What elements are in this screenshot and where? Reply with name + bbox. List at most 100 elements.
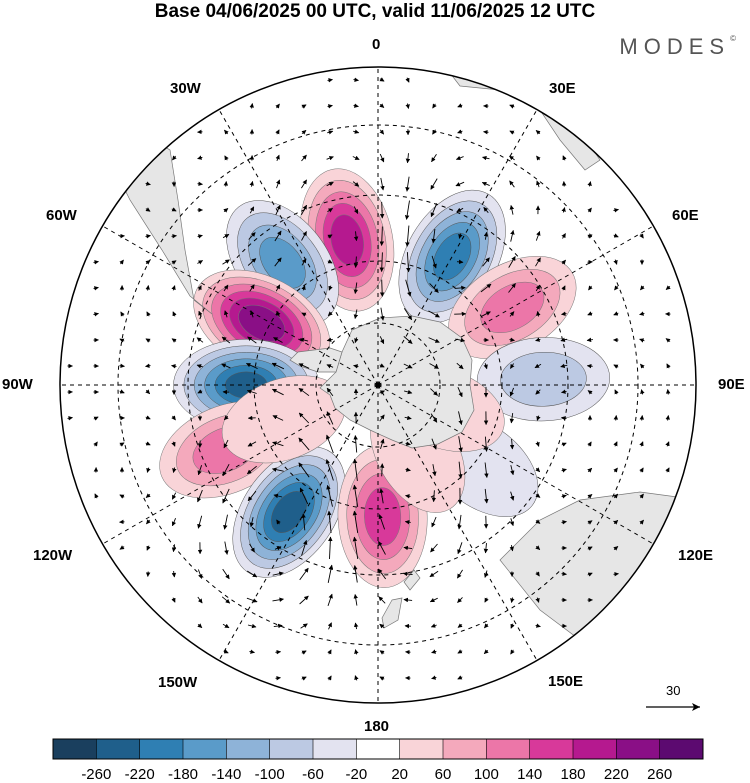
wind-vector (510, 229, 515, 242)
wind-vector (483, 649, 489, 655)
wind-vector (145, 285, 150, 291)
wind-vector (405, 494, 411, 499)
wind-vector (276, 311, 281, 317)
wind-vector (352, 458, 358, 481)
wind-vector (93, 441, 98, 447)
wind-vector (587, 546, 593, 551)
wind-vector (535, 130, 541, 135)
wind-vector (353, 256, 359, 268)
wind-vector (639, 415, 645, 421)
wind-vector (171, 570, 177, 578)
wind-vector (119, 338, 125, 343)
wind-vector (222, 259, 230, 265)
wind-vector (171, 207, 177, 212)
wind-vector (405, 279, 412, 297)
wind-vector (509, 518, 515, 527)
antarctica (319, 315, 475, 449)
colorbar-tick-label: 260 (647, 766, 673, 783)
wind-vector (510, 491, 515, 501)
wind-vector (326, 411, 334, 425)
label-120e: 120E (678, 547, 714, 564)
wind-vectors (67, 77, 671, 681)
wind-vector (353, 282, 359, 294)
wind-vector (431, 154, 437, 163)
wind-vector (429, 597, 438, 603)
wind-vector (327, 130, 334, 135)
meridian-line (102, 384, 379, 545)
wind-vector (457, 129, 463, 134)
label-60w: 60W (46, 207, 77, 224)
colorbar-bin (529, 739, 574, 759)
map-boundary (59, 66, 697, 704)
wind-vector (222, 568, 230, 580)
wind-vector (326, 181, 334, 187)
wind-vector (665, 415, 670, 421)
wind-vector (405, 467, 411, 472)
wind-vector (352, 510, 359, 533)
wind-vector (639, 338, 645, 343)
wind-vector (666, 363, 671, 369)
wind-vector (561, 311, 567, 316)
wind-vector (613, 233, 619, 238)
wind-vector (377, 568, 387, 580)
label-90e: 90E (718, 376, 745, 393)
wind-vector (404, 200, 410, 220)
wind-vector (248, 232, 256, 240)
wind-vector (639, 311, 645, 316)
wind-vector (171, 233, 177, 239)
wind-vector (639, 233, 644, 239)
wind-vector (326, 364, 334, 369)
wind-vector (379, 103, 385, 108)
colorbar-bin (486, 739, 530, 759)
wind-vector (222, 233, 230, 239)
wind-vector (353, 231, 359, 242)
wind-vector (509, 204, 515, 215)
graticule (60, 67, 696, 703)
wind-vector (145, 259, 151, 265)
wind-vector (172, 155, 177, 161)
wind-vector (457, 623, 463, 628)
wind-vector (665, 285, 671, 290)
wind-vector (221, 363, 231, 369)
wind-vector (119, 494, 125, 499)
wind-vector (613, 208, 619, 213)
wind-vector (403, 545, 413, 551)
colorbar-bin (183, 739, 227, 759)
wind-vector (560, 363, 568, 369)
wind-vector (146, 545, 151, 551)
wind-vector (510, 649, 515, 655)
wind-vector (301, 231, 307, 241)
wind-vector (299, 567, 309, 581)
wind-vector (587, 181, 592, 187)
wind-vector (379, 676, 385, 681)
wind-vector (560, 337, 568, 342)
wind-vector (197, 181, 203, 187)
wind-vector (458, 436, 463, 453)
wind-vector (510, 465, 515, 476)
wind-vector (536, 415, 541, 421)
wind-vector (352, 155, 360, 160)
wind-vector (535, 257, 541, 267)
wind-vector (326, 484, 333, 507)
wind-vector (298, 437, 310, 451)
wind-vector (405, 153, 411, 164)
colorbar-tick-label: 180 (560, 766, 586, 783)
wind-vector (301, 154, 307, 162)
wind-vector (665, 338, 671, 343)
wind-vector (405, 77, 410, 83)
wind-vector (640, 389, 645, 395)
wind-vector (429, 363, 439, 369)
wind-vector (431, 229, 436, 244)
wind-vector (639, 467, 644, 473)
wind-vector (275, 179, 281, 189)
wind-vector (457, 675, 463, 680)
wind-vector (430, 203, 438, 218)
modes-logo: MODES© (619, 34, 736, 60)
wind-vector (587, 467, 593, 473)
wind-vector (245, 362, 258, 370)
wind-vector (483, 129, 489, 135)
wind-vector (509, 413, 515, 424)
wind-vector (613, 311, 619, 316)
copyright-mark: © (730, 34, 736, 43)
wind-vector (379, 650, 385, 655)
